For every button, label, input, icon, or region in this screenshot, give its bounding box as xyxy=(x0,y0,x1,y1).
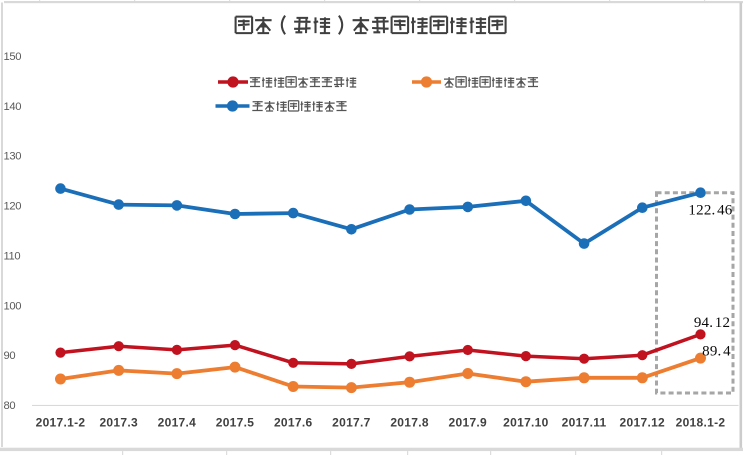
svg-text:94.12: 94. 12 xyxy=(694,315,730,331)
svg-text:100: 100 xyxy=(4,300,22,312)
svg-text:120: 120 xyxy=(4,201,22,213)
svg-text:2017.6: 2017.6 xyxy=(274,416,313,430)
svg-text:2017.5: 2017.5 xyxy=(216,416,255,430)
svg-text:150: 150 xyxy=(4,51,22,63)
svg-text:2017.9: 2017.9 xyxy=(449,416,488,430)
svg-text:2017.1-2: 2017.1-2 xyxy=(36,416,86,430)
svg-text:2018.1-2: 2018.1-2 xyxy=(676,416,726,430)
svg-text:130: 130 xyxy=(4,151,22,163)
svg-text:2017.4: 2017.4 xyxy=(158,416,197,430)
svg-text:2017.3: 2017.3 xyxy=(99,416,138,430)
svg-text:80: 80 xyxy=(4,400,16,412)
svg-text:2017.11: 2017.11 xyxy=(562,416,607,430)
svg-text:2017.7: 2017.7 xyxy=(332,416,371,430)
svg-text:110: 110 xyxy=(4,250,21,262)
svg-text:140: 140 xyxy=(4,101,22,113)
svg-text:90: 90 xyxy=(4,350,16,362)
svg-text:89.4: 89. 4 xyxy=(702,343,731,359)
svg-text:2017.12: 2017.12 xyxy=(620,416,666,430)
svg-text:122.46: 122. 46 xyxy=(688,203,732,219)
svg-text:2017.10: 2017.10 xyxy=(503,416,549,430)
svg-text:2017.8: 2017.8 xyxy=(390,416,429,430)
